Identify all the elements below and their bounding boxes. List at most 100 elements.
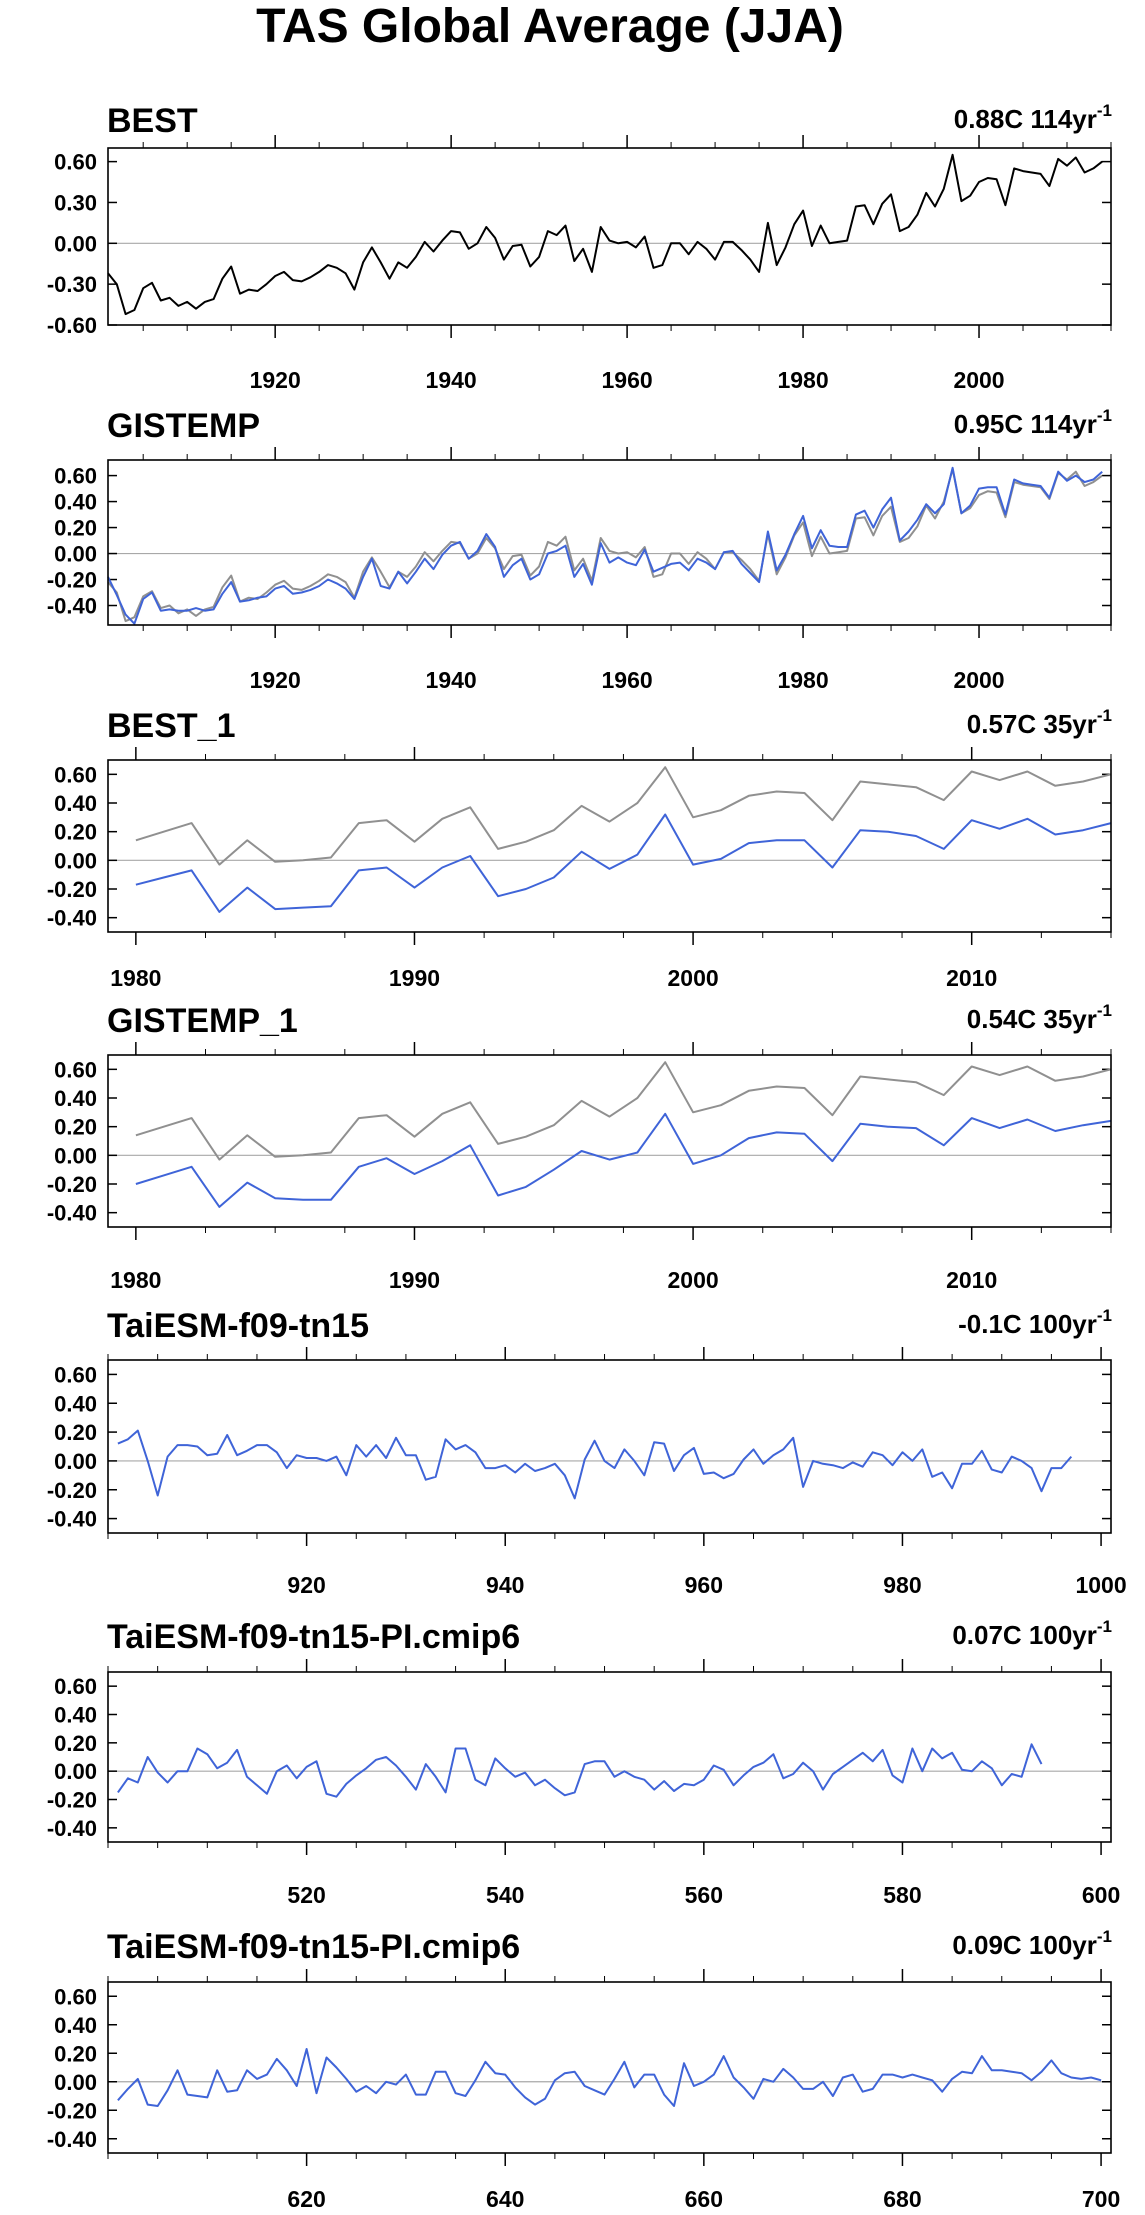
panel-4: GISTEMP_1 0.54C 35yr-1 0.60 0.40 0.20 0.00 -0.… <box>47 1001 1112 1293</box>
y-tick-label: 0.20 <box>54 1115 97 1140</box>
x-tick-label: 700 <box>1082 2186 1120 2212</box>
x-tick-label: 2000 <box>667 965 718 991</box>
x-tick-label: 2000 <box>953 667 1004 693</box>
x-tick-label: 1940 <box>426 367 477 393</box>
y-tick-label: 0.60 <box>54 1362 97 1387</box>
y-tick-label: 0.40 <box>54 490 97 515</box>
y-tick-label: 0.00 <box>54 1143 97 1168</box>
series-line-model <box>107 466 1103 625</box>
y-tick-label: -0.30 <box>47 272 97 297</box>
x-tick-label: 960 <box>685 1572 723 1598</box>
plot-frame <box>107 1359 1112 1534</box>
series-line-obs <box>107 153 1103 316</box>
plot-frame <box>107 759 1112 933</box>
y-tick-label: 0.40 <box>54 1086 97 1111</box>
x-tick-label: 580 <box>883 1882 921 1908</box>
x-tick-label: 660 <box>685 2186 723 2212</box>
panel-2: GISTEMP 0.95C 114yr-1 0.600.400.200.00-0.2… <box>47 406 1112 693</box>
plot-frame <box>107 1671 1112 1843</box>
x-tick-label: 2000 <box>953 367 1004 393</box>
panel-title: TaiESM-f09-tn15 <box>107 1307 369 1345</box>
trend-exponent: -1 <box>1097 1927 1112 1946</box>
y-tick-label: 0.60 <box>54 464 97 489</box>
y-tick-label: 0.00 <box>54 2070 97 2095</box>
y-tick-label: 0.20 <box>54 1420 97 1445</box>
trend-label: 0.07C 100yr-1 <box>952 1617 1112 1650</box>
y-tick-label: -0.40 <box>47 906 97 931</box>
y-tick-label: -0.20 <box>47 1478 97 1503</box>
y-tick-label: 0.00 <box>54 1449 97 1474</box>
y-tick-label: 0.00 <box>54 1759 97 1784</box>
y-tick-label: 0.00 <box>54 542 97 567</box>
trend-exponent: -1 <box>1097 406 1112 425</box>
x-tick-label: 1990 <box>389 965 440 991</box>
trend-label: 0.88C 114yr-1 <box>954 101 1112 134</box>
y-tick-label: 0.20 <box>54 1731 97 1756</box>
x-tick-label: 980 <box>883 1572 921 1598</box>
panel-3: BEST_1 0.57C 35yr-1 0.60 0.40 0.20 0.00 -0.20 -… <box>47 706 1112 991</box>
y-tick-label: -0.20 <box>47 2098 97 2123</box>
panel-7: TaiESM-f09-tn15-PI.cmip6 0.09C 100yr-1 0.6… <box>47 1927 1120 2212</box>
plot-frame <box>107 1981 1112 2154</box>
series-line-model <box>117 2048 1102 2107</box>
trend-label: 0.54C 35yr-1 <box>967 1001 1112 1034</box>
plot-frame <box>107 459 1112 626</box>
panel-title: TaiESM-f09-tn15-PI.cmip6 <box>107 1928 520 1966</box>
x-tick-label: 2010 <box>946 965 997 991</box>
plot-frame <box>107 147 1112 326</box>
panel-title: BEST_1 <box>107 707 236 745</box>
x-tick-label: 1980 <box>777 667 828 693</box>
y-tick-label: 0.00 <box>54 848 97 873</box>
trend-label: 0.09C 100yr-1 <box>952 1927 1112 1960</box>
series-line-model <box>135 813 1112 913</box>
trend-exponent: -1 <box>1097 706 1112 725</box>
x-tick-label: 1920 <box>250 667 301 693</box>
x-tick-label: 2000 <box>667 1267 718 1293</box>
y-tick-label: -0.20 <box>47 1172 97 1197</box>
x-tick-label: 1000 <box>1075 1572 1126 1598</box>
trend-label: 0.57C 35yr-1 <box>967 706 1112 739</box>
panel-title: BEST <box>107 102 198 140</box>
x-tick-label: 1960 <box>602 667 653 693</box>
series-line-obs_ref <box>135 766 1112 866</box>
y-tick-label: -0.40 <box>47 1201 97 1226</box>
x-tick-label: 1960 <box>602 367 653 393</box>
y-tick-label: 0.00 <box>54 231 97 256</box>
x-tick-label: 920 <box>287 1572 325 1598</box>
x-tick-label: 1980 <box>110 965 161 991</box>
y-tick-label: -0.40 <box>47 1507 97 1532</box>
panel-5: TaiESM-f09-tn15 -0.1C 100yr-1 0.60 0.40 0.20… <box>47 1306 1127 1598</box>
y-tick-label: -0.20 <box>47 877 97 902</box>
trend-exponent: -1 <box>1097 1617 1112 1636</box>
y-tick-label: -0.60 <box>47 313 97 338</box>
figure-title: TAS Global Average (JJA) <box>256 0 844 53</box>
x-tick-label: 940 <box>486 1572 524 1598</box>
y-tick-label: 0.20 <box>54 516 97 541</box>
x-tick-label: 1980 <box>777 367 828 393</box>
y-tick-label: -0.40 <box>47 594 97 619</box>
series-line-model <box>117 1429 1073 1500</box>
panel-title: GISTEMP <box>107 407 260 445</box>
y-tick-label: 0.40 <box>54 1391 97 1416</box>
y-tick-label: 0.60 <box>54 150 97 175</box>
y-tick-label: 0.60 <box>54 1984 97 2009</box>
y-tick-label: -0.40 <box>47 1816 97 1841</box>
panel-6: TaiESM-f09-tn15-PI.cmip6 0.07C 100yr-1 0.6… <box>47 1617 1120 1908</box>
x-tick-label: 600 <box>1082 1882 1120 1908</box>
x-tick-label: 640 <box>486 2186 524 2212</box>
y-tick-label: 0.40 <box>54 791 97 816</box>
trend-label: -0.1C 100yr-1 <box>958 1306 1112 1339</box>
series-line-obs_ref <box>107 468 1103 623</box>
y-tick-label: 0.60 <box>54 1674 97 1699</box>
x-tick-label: 1990 <box>389 1267 440 1293</box>
x-tick-label: 1940 <box>426 667 477 693</box>
x-tick-label: 540 <box>486 1882 524 1908</box>
series-line-model <box>117 1743 1043 1798</box>
y-tick-label: 0.40 <box>54 1703 97 1728</box>
series-line-obs_ref <box>135 1061 1112 1161</box>
y-tick-label: 0.20 <box>54 820 97 845</box>
x-tick-label: 2010 <box>946 1267 997 1293</box>
trend-exponent: -1 <box>1097 1306 1112 1325</box>
y-tick-label: 0.60 <box>54 1057 97 1082</box>
x-tick-label: 560 <box>685 1882 723 1908</box>
